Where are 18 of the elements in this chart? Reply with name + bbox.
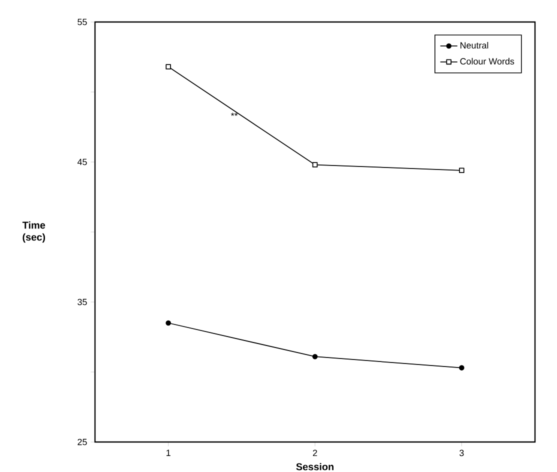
point — [166, 320, 171, 326]
annotation: ** — [230, 112, 238, 116]
y-tick-label: 25 — [78, 438, 87, 446]
legend-label: Colour Words — [460, 58, 514, 65]
y-tick-label: 45 — [77, 158, 87, 166]
y-tick-label: 35 — [78, 298, 87, 306]
x-tick-label: 1 — [166, 450, 170, 456]
point — [312, 354, 318, 360]
y-axis-title: Time (sec) — [22, 221, 46, 243]
point — [459, 168, 464, 174]
legend-label: Neutral — [460, 42, 488, 49]
x-axis-title: Session — [296, 462, 334, 470]
x-tick-label: 3 — [460, 450, 464, 456]
y-tick-label: 55 — [78, 18, 87, 26]
point — [459, 365, 464, 370]
point — [166, 64, 171, 70]
x-tick-label: 2 — [312, 450, 318, 456]
point — [312, 162, 318, 168]
